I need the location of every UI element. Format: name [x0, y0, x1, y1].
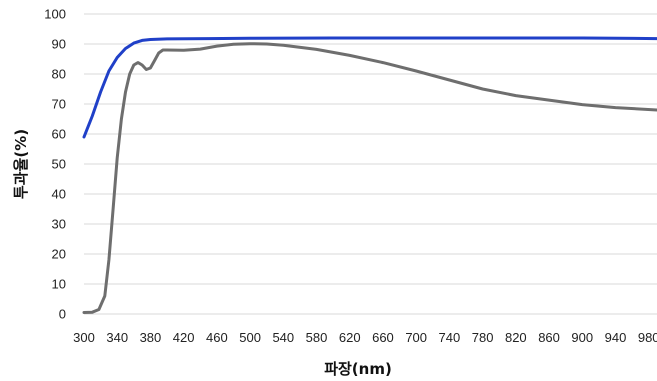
x-tick-label-500: 500: [239, 330, 261, 345]
series-line-2: [82, 42, 657, 314]
y-tick-label-70: 70: [52, 97, 66, 112]
x-tick-label-700: 700: [405, 330, 427, 345]
series-lines: [82, 36, 657, 314]
y-tick-label-80: 80: [52, 67, 66, 82]
x-axis-ticks: 300 340 380 420 460 500 540 580 620 660 700 740 780 8…: [73, 330, 657, 345]
series-line-1: [82, 36, 657, 139]
x-tick-label-900: 900: [571, 330, 593, 345]
y-axis-ticks: 0 10 20 30 40 50 60 70 80 90 100: [44, 7, 66, 322]
x-tick-label-980: 980: [638, 330, 657, 345]
x-tick-label-620: 620: [339, 330, 361, 345]
y-tick-label-10: 10: [52, 277, 66, 292]
x-tick-label-660: 660: [372, 330, 394, 345]
y-tick-label-90: 90: [52, 37, 66, 52]
x-tick-label-820: 820: [505, 330, 527, 345]
x-tick-label-580: 580: [306, 330, 328, 345]
y-tick-label-20: 20: [52, 247, 66, 262]
x-tick-label-860: 860: [538, 330, 560, 345]
x-tick-label-460: 460: [206, 330, 228, 345]
y-tick-label-30: 30: [52, 217, 66, 232]
y-tick-label-60: 60: [52, 127, 66, 142]
x-tick-label-340: 340: [106, 330, 128, 345]
y-tick-label-100: 100: [44, 7, 66, 22]
x-axis-title: 파장(nm): [324, 360, 392, 378]
x-tick-label-380: 380: [140, 330, 162, 345]
y-tick-label-40: 40: [52, 187, 66, 202]
x-tick-label-780: 780: [472, 330, 494, 345]
x-tick-label-940: 940: [605, 330, 627, 345]
y-tick-label-0: 0: [59, 307, 66, 322]
x-tick-label-420: 420: [173, 330, 195, 345]
grid-lines: [84, 13, 657, 315]
x-tick-label-740: 740: [439, 330, 461, 345]
y-tick-label-50: 50: [52, 157, 66, 172]
y-axis-title: 투과율(%): [12, 129, 30, 199]
x-tick-label-540: 540: [272, 330, 294, 345]
x-tick-label-300: 300: [73, 330, 95, 345]
